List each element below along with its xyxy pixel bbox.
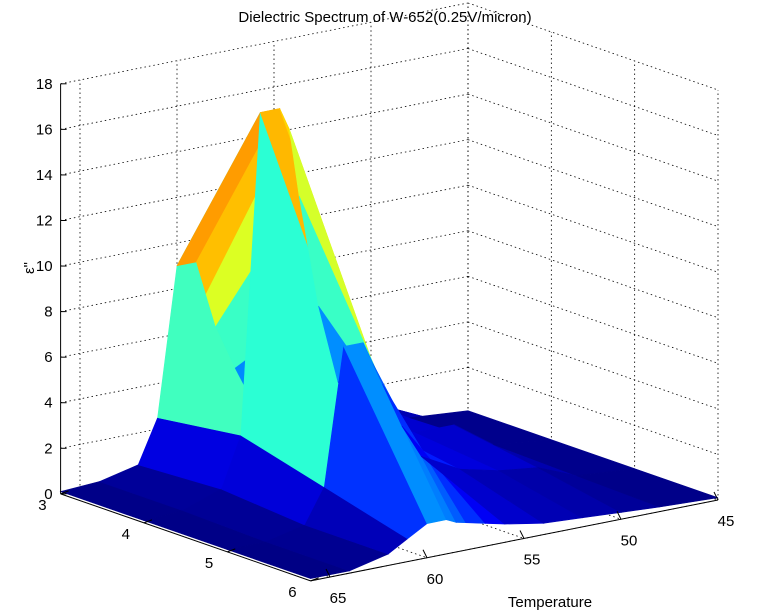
z-tick-label: 0	[44, 486, 52, 503]
z-tick-label: 2	[44, 440, 52, 457]
z-tick-label: 18	[36, 76, 53, 93]
grid-line	[60, 48, 469, 130]
grid-line	[467, 139, 719, 228]
y-tick-mark	[310, 577, 319, 582]
grid-line	[273, 451, 525, 539]
z-tick-label: 10	[36, 258, 53, 275]
z-axis-label: ε"	[21, 262, 38, 274]
y-axis-line	[60, 493, 311, 582]
z-tick-label: 14	[36, 167, 53, 184]
x-axis-label: Temperature	[508, 594, 592, 611]
x-tick-mark	[713, 491, 719, 501]
y-tick-label: 4	[122, 526, 130, 543]
y-tick-label: 6	[288, 584, 296, 601]
grid-line	[467, 48, 719, 136]
x-tick-mark	[325, 568, 331, 578]
z-tick-label: 16	[36, 121, 53, 138]
x-tick-mark	[616, 511, 622, 520]
z-tick-label: 6	[44, 349, 52, 366]
grid-line	[467, 93, 719, 182]
z-tick-label: 4	[44, 395, 52, 412]
y-tick-mark	[143, 519, 153, 524]
x-tick-mark	[519, 530, 525, 539]
grid-line	[467, 2, 719, 91]
x-axis-line	[310, 499, 719, 582]
z-tick-label: 12	[36, 212, 53, 229]
x-tick-label: 60	[427, 571, 444, 588]
x-tick-label: 50	[621, 532, 638, 549]
y-tick-mark	[60, 490, 69, 495]
y-tick-mark	[227, 548, 236, 553]
y-tick-label: 5	[205, 555, 213, 572]
grid-line	[467, 321, 719, 410]
surface-layer	[59, 107, 719, 579]
chart-title: Dielectric Spectrum of W-652(0.25V/micro…	[238, 9, 531, 26]
x-tick-label: 45	[718, 513, 735, 530]
grid-line	[467, 275, 719, 364]
grid-line	[60, 2, 469, 85]
y-tick-label: 3	[38, 497, 46, 514]
z-tick-label: 8	[44, 304, 52, 321]
x-tick-mark	[422, 549, 428, 558]
surface-patch	[576, 468, 719, 508]
grid-line	[467, 230, 719, 319]
x-tick-label: 55	[524, 552, 541, 569]
grid-line	[467, 184, 719, 273]
grid-line	[467, 367, 719, 455]
axes-layer	[60, 83, 719, 582]
x-tick-label: 65	[330, 590, 347, 607]
